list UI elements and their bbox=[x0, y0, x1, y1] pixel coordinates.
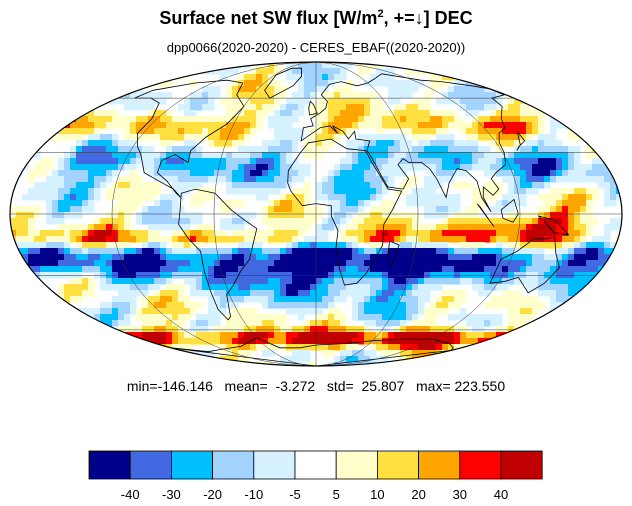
colorbar-swatch bbox=[212, 450, 255, 480]
colorbar-tick-label: 10 bbox=[370, 487, 385, 502]
title-exponent: 2 bbox=[377, 8, 384, 20]
colorbar-tick-label: 40 bbox=[493, 487, 509, 502]
colorbar-tick-label: -10 bbox=[244, 487, 264, 502]
colorbar-swatch bbox=[376, 450, 419, 480]
colorbar-tick-label: -5 bbox=[289, 487, 301, 502]
plot-subtitle: dpp0066(2020-2020) - CERES_EBAF((2020-20… bbox=[166, 40, 466, 55]
colorbar-swatch bbox=[253, 450, 296, 480]
colorbar-swatch bbox=[88, 450, 131, 480]
graticule bbox=[10, 62, 622, 366]
coastlines bbox=[134, 67, 570, 366]
colorbar-swatch bbox=[294, 450, 337, 480]
field-statistics: min=-146.146 mean= -3.272 std= 25.807 ma… bbox=[126, 378, 506, 394]
colorbar-swatch bbox=[459, 450, 502, 480]
colorbar-tick-label: 5 bbox=[332, 487, 340, 502]
colorbar-swatch bbox=[170, 450, 213, 480]
title-main: Surface net SW flux [W/m bbox=[159, 8, 378, 28]
colorbar-tick-label: -20 bbox=[203, 487, 222, 502]
colorbar-tick-label: 30 bbox=[452, 487, 468, 502]
colorbar-tick-label: 20 bbox=[411, 487, 426, 502]
colorbar-tick-label: -40 bbox=[120, 487, 140, 502]
colorbar-swatch bbox=[500, 450, 543, 480]
colorbar-swatch bbox=[418, 450, 461, 480]
plot-title: Surface net SW flux [W/m2, +=↓] DEC bbox=[0, 8, 632, 29]
title-end: , +=↓] DEC bbox=[383, 8, 473, 28]
colorbar-swatch bbox=[335, 450, 378, 480]
colorbar-swatch bbox=[129, 450, 172, 480]
map-outline bbox=[9, 61, 623, 367]
colorbar-tick-label: -30 bbox=[161, 487, 181, 502]
